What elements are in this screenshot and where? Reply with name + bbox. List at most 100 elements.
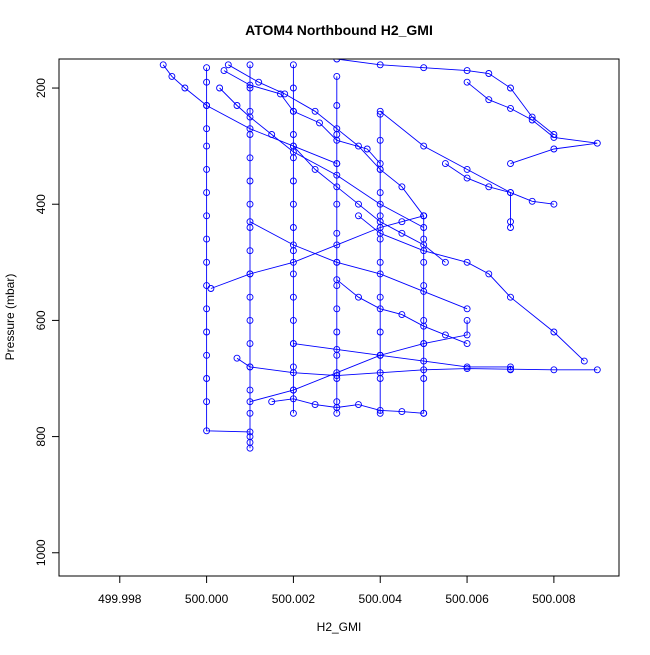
data-point (268, 398, 276, 406)
data-point (246, 113, 254, 121)
data-point (203, 102, 211, 109)
data-point (333, 72, 341, 80)
data-point (420, 409, 428, 417)
data-point (485, 183, 493, 191)
data-point (376, 369, 384, 377)
data-point (550, 328, 558, 336)
series-12 (441, 160, 558, 208)
data-point (289, 386, 297, 394)
data-point (376, 160, 384, 168)
data-point (420, 142, 428, 150)
x-tick-label: 500.004 (359, 592, 403, 606)
data-point (246, 270, 254, 278)
series-line-11 (466, 81, 598, 165)
data-point (528, 197, 536, 205)
data-point (246, 409, 254, 417)
series-line-20 (210, 215, 424, 289)
data-point (355, 401, 362, 409)
data-point (376, 406, 384, 414)
series-4 (376, 110, 384, 417)
data-point (246, 218, 254, 226)
data-point (276, 90, 284, 98)
data-point (203, 375, 211, 382)
data-point (420, 366, 428, 374)
y-tick-label: 1000 (34, 539, 48, 566)
plot-layer (159, 59, 601, 452)
data-point (255, 78, 263, 86)
series-11 (463, 78, 601, 168)
data-point (376, 258, 384, 266)
data-point (333, 369, 341, 377)
data-point (203, 78, 211, 86)
data-point (333, 59, 341, 63)
data-point (289, 61, 297, 69)
data-point (246, 433, 254, 441)
data-point (420, 224, 428, 231)
data-point (420, 212, 428, 220)
series-19 (268, 395, 428, 417)
data-point (333, 200, 341, 208)
data-point (246, 293, 254, 301)
data-point (420, 241, 428, 249)
data-point (333, 258, 341, 266)
data-point (203, 328, 211, 336)
data-point (420, 322, 428, 330)
series-line-12 (445, 163, 554, 205)
data-point (181, 84, 189, 92)
data-point (246, 316, 254, 324)
series-0 (203, 64, 254, 446)
data-point (420, 64, 428, 72)
data-point (289, 369, 297, 377)
data-point (376, 136, 384, 144)
data-point (333, 241, 341, 249)
x-tick-label: 499.998 (98, 592, 142, 606)
series-line-19 (271, 398, 424, 414)
data-point (289, 316, 297, 324)
data-point (550, 200, 558, 208)
series-line-0 (206, 67, 251, 443)
data-point (289, 142, 297, 150)
data-point (398, 408, 406, 416)
data-point (333, 160, 341, 168)
data-point (289, 293, 297, 301)
series-14 (246, 218, 471, 313)
data-point (216, 84, 224, 92)
data-point (224, 61, 232, 69)
data-point (550, 133, 558, 141)
data-point (420, 375, 428, 382)
data-point (363, 145, 371, 153)
data-point (507, 363, 514, 371)
data-point (246, 340, 254, 348)
data-point (550, 145, 558, 153)
data-point (333, 136, 341, 144)
data-point (203, 305, 211, 313)
data-point (246, 200, 254, 208)
data-point (246, 398, 254, 406)
data-point (311, 165, 319, 173)
x-tick-label: 500.002 (272, 592, 316, 606)
data-point (311, 401, 319, 409)
data-point (420, 287, 428, 295)
chart-title: ATOM4 Northbound H2_GMI (245, 22, 433, 38)
data-point (463, 365, 471, 373)
data-point (246, 154, 254, 162)
data-point (507, 160, 514, 168)
series-10 (333, 59, 558, 138)
data-point (333, 345, 341, 353)
data-point (420, 357, 428, 365)
data-point (246, 247, 254, 255)
data-point (376, 218, 384, 226)
data-point (333, 171, 341, 179)
data-point (289, 131, 297, 138)
data-point (485, 96, 493, 104)
data-point (289, 409, 297, 417)
data-point (485, 270, 493, 278)
data-point (333, 183, 341, 191)
x-tick-label: 500.008 (532, 592, 576, 606)
data-point (463, 174, 471, 182)
series-line-18 (249, 320, 468, 403)
series-line-21 (293, 145, 446, 263)
data-point (203, 427, 211, 435)
series-line-15 (358, 215, 585, 362)
